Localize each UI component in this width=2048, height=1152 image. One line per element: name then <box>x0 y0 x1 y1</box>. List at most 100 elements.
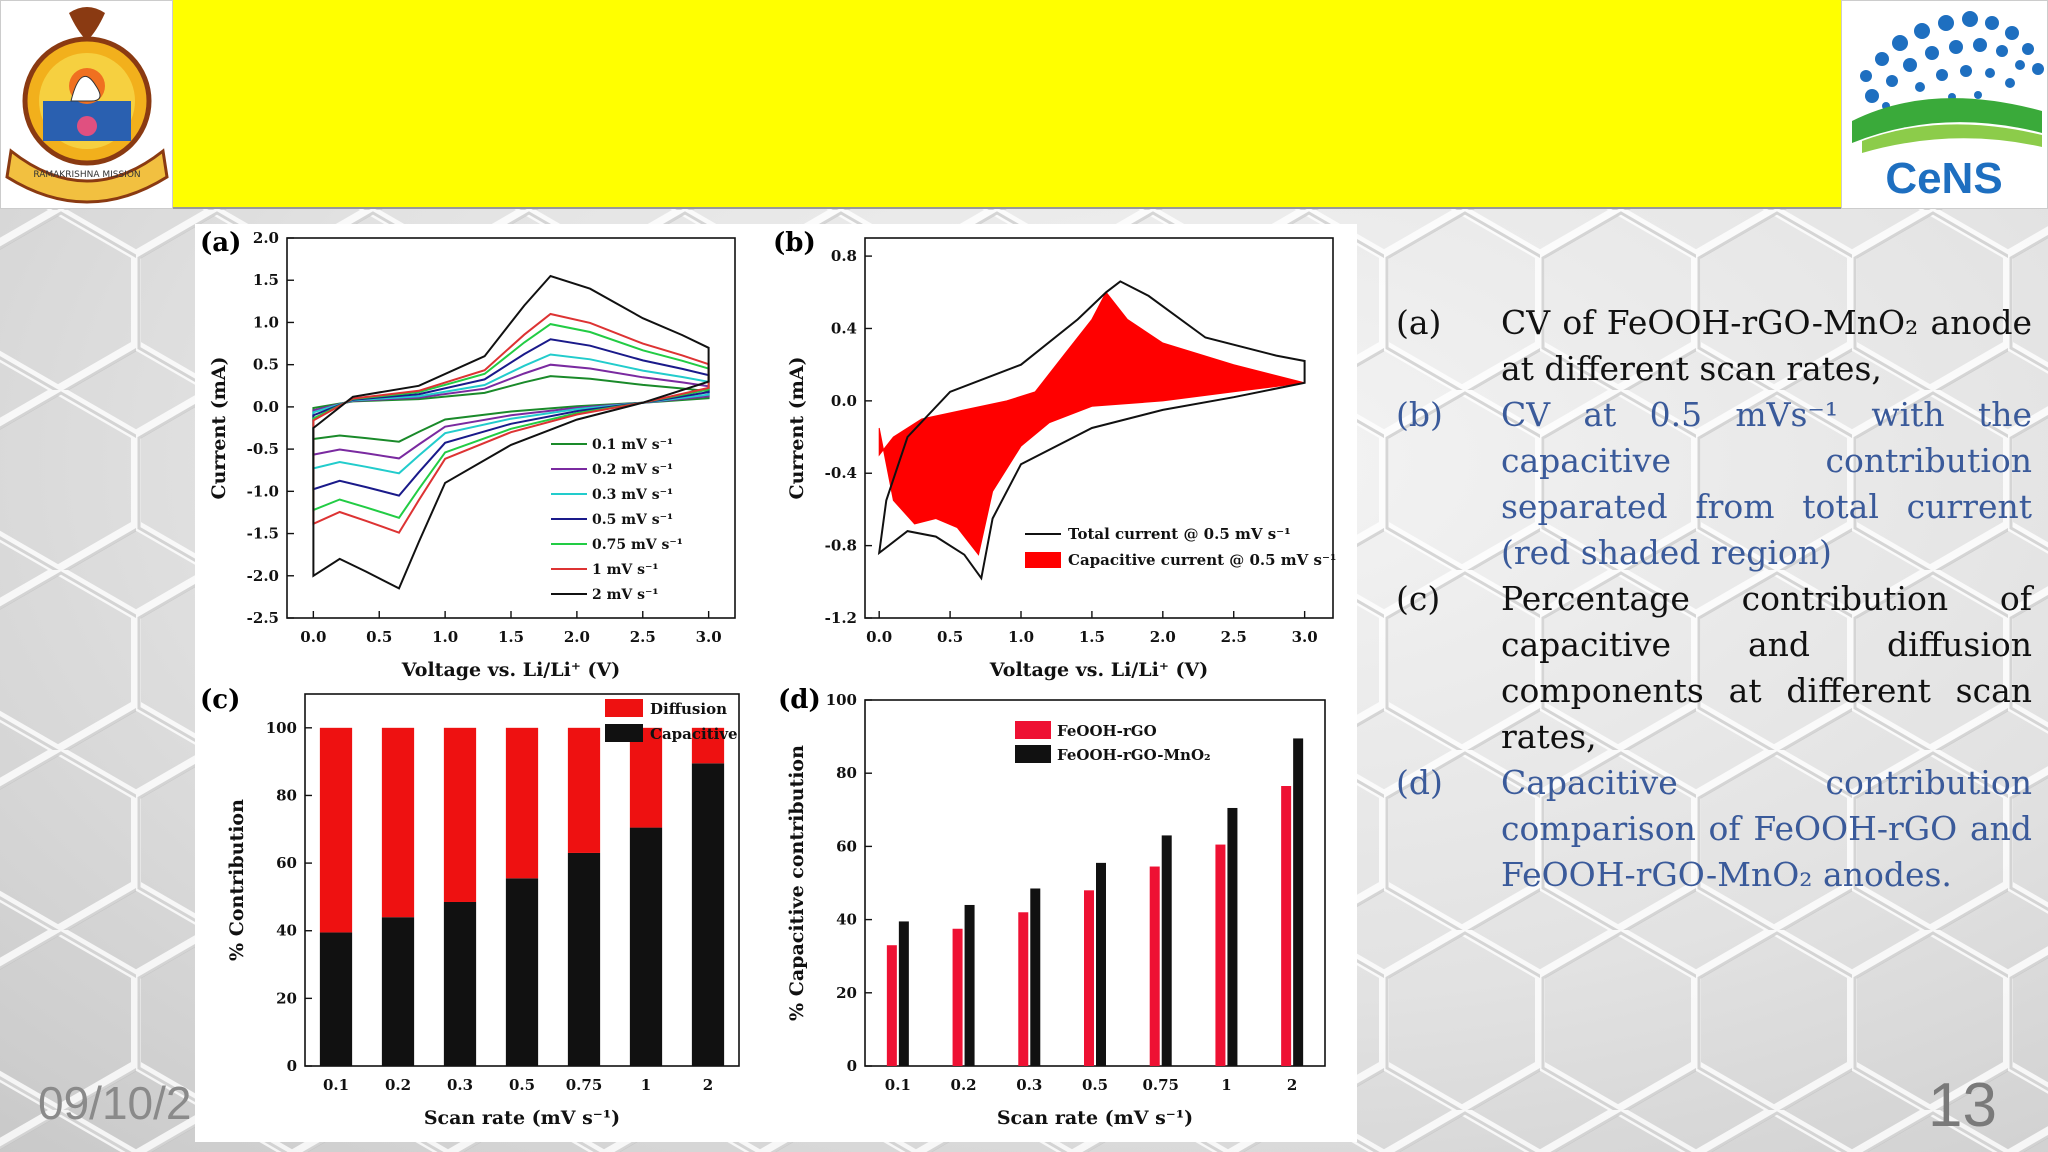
legend-label: Diffusion <box>650 700 727 718</box>
y-tick-label: -1.0 <box>247 482 279 500</box>
x-tick-label: 0.75 <box>566 1076 603 1094</box>
slide-page-number: 13 <box>1928 1071 1997 1140</box>
figure-svg: (a) (b) (c) (d) Voltage vs. Li/Li⁺ (V) Cu… <box>200 228 1336 1129</box>
y-tick-label: 0 <box>847 1057 857 1075</box>
x-tick-label: 1.0 <box>432 628 458 646</box>
y-tick-label: -2.0 <box>247 567 279 585</box>
x-tick-label: 2 <box>1287 1076 1297 1094</box>
x-tick-label: 0.5 <box>366 628 392 646</box>
y-axis-label: Current (mA) <box>208 356 230 499</box>
legend-label: 0.5 mV s⁻¹ <box>592 512 673 528</box>
x-tick-label: 2.5 <box>630 628 656 646</box>
stacked-bar-segment <box>567 727 601 853</box>
legend-label: Capacitive current @ 0.5 mV s⁻¹ <box>1068 551 1336 569</box>
x-axis-label: Voltage vs. Li/Li⁺ (V) <box>989 659 1208 681</box>
caption-text: CV at 0.5 mVs⁻¹ with the capacitive cont… <box>1501 395 2032 572</box>
x-tick-label: 0.3 <box>447 1076 473 1094</box>
caption-letter: (b) <box>1396 395 1443 434</box>
y-tick-label: 1.5 <box>253 271 279 289</box>
legend-swatch <box>605 724 643 742</box>
stacked-bar-segment <box>505 727 539 879</box>
y-tick-label: -1.2 <box>825 609 857 627</box>
x-axis-label: Scan rate (mV s⁻¹) <box>997 1107 1193 1129</box>
legend-label: 1 mV s⁻¹ <box>592 562 659 578</box>
y-tick-label: 20 <box>836 984 857 1002</box>
y-tick-label: 100 <box>266 719 297 737</box>
x-tick-label: 1 <box>1221 1076 1231 1094</box>
y-tick-label: 20 <box>276 989 297 1007</box>
y-tick-label: -0.8 <box>825 537 857 555</box>
cv-curve <box>312 312 710 534</box>
bar <box>964 904 975 1066</box>
stacked-bar-segment <box>505 878 539 1066</box>
y-tick-label: 100 <box>826 691 857 709</box>
y-tick-label: 40 <box>836 911 857 929</box>
caption-item-b: (b) CV at 0.5 mVs⁻¹ with the capacitive … <box>1396 392 2032 576</box>
stacked-bar-segment <box>567 852 601 1066</box>
plot-frame <box>864 237 1334 619</box>
x-tick-label: 0.5 <box>509 1076 535 1094</box>
x-tick-label: 2.5 <box>1221 628 1247 646</box>
dots-wave-logo-icon: CeNS <box>1852 11 2044 203</box>
y-tick-label: 0.0 <box>831 392 857 410</box>
x-tick-label: 1.5 <box>1079 628 1105 646</box>
y-tick-label: 0 <box>287 1057 297 1075</box>
panel-label-c: (c) <box>200 685 240 715</box>
caption-item-c: (c) Percentage contribution of capacitiv… <box>1396 576 2032 760</box>
legend-label: FeOOH-rGO <box>1057 722 1157 740</box>
legend-swatch <box>1015 721 1051 739</box>
chart-a-cv-scan-rates: Voltage vs. Li/Li⁺ (V) Current (mA) 2.0 1.5… <box>208 229 736 681</box>
figure-panel: (a) (b) (c) (d) Voltage vs. Li/Li⁺ (V) Cu… <box>195 224 1357 1142</box>
caption-letter: (d) <box>1396 763 1443 802</box>
x-tick-label: 3.0 <box>1292 628 1318 646</box>
legend-label: 0.75 mV s⁻¹ <box>592 537 683 553</box>
caption-letter: (c) <box>1396 579 1441 618</box>
cv-curve <box>312 323 710 519</box>
logo-left-text: RAMAKRISHNA MISSION <box>33 170 140 180</box>
bar <box>1215 844 1226 1066</box>
y-tick-label: 0.5 <box>253 356 279 374</box>
y-tick-label: 2.0 <box>253 229 279 247</box>
y-axis-label: % Contribution <box>226 799 248 961</box>
y-tick-label: -0.5 <box>247 440 279 458</box>
bar <box>1161 835 1172 1066</box>
bar <box>1096 862 1106 1066</box>
stacked-bar-segment <box>381 727 415 918</box>
stacked-bar-segment <box>381 917 415 1066</box>
y-axis-label: % Capacitive contribution <box>786 745 808 1021</box>
x-tick-label: 2.0 <box>564 628 590 646</box>
caption-text: CV of FeOOH-rGO-MnO₂ anode at different … <box>1501 303 2032 388</box>
stacked-bar-segment <box>319 932 353 1066</box>
legend-label: 0.2 mV s⁻¹ <box>592 462 673 478</box>
slide-header: RAMAKRISHNA MISSION CeNS <box>0 0 2048 210</box>
logo-right-text: CeNS <box>1885 154 2002 203</box>
y-tick-label: 60 <box>276 854 297 872</box>
y-tick-label: -0.4 <box>825 464 857 482</box>
caption-letter: (a) <box>1396 303 1442 342</box>
y-tick-label: 1.0 <box>253 313 279 331</box>
caption-item-d: (d) Capacitive contribution comparison o… <box>1396 760 2032 898</box>
bar <box>1084 890 1094 1066</box>
x-tick-label: 2.0 <box>1150 628 1176 646</box>
x-tick-label: 0.0 <box>866 628 892 646</box>
legend-label: 0.1 mV s⁻¹ <box>592 437 673 453</box>
ramakrishna-logo: RAMAKRISHNA MISSION <box>0 0 173 209</box>
panel-label-a: (a) <box>200 228 241 258</box>
capacitive-region <box>878 291 1305 556</box>
stacked-bar-segment <box>443 727 477 902</box>
x-tick-label: 0.1 <box>885 1076 911 1094</box>
y-tick-label: 80 <box>276 786 297 804</box>
caption-item-a: (a) CV of FeOOH-rGO-MnO₂ anode at differ… <box>1396 300 2032 392</box>
stacked-bar-segment <box>691 727 725 764</box>
x-tick-label: 0.3 <box>1016 1076 1042 1094</box>
y-tick-label: 80 <box>836 764 857 782</box>
caption-text: Capacitive contribution comparison of Fe… <box>1501 763 2032 894</box>
legend-swatch <box>1025 552 1061 568</box>
x-tick-label: 0.2 <box>951 1076 977 1094</box>
x-tick-label: 0.5 <box>937 628 963 646</box>
bar <box>1149 866 1160 1066</box>
y-tick-label: 60 <box>836 837 857 855</box>
chart-b-capacitive-cv: Voltage vs. Li/Li⁺ (V) Current (mA) 0.8 0.4… <box>786 237 1336 681</box>
stacked-bar-segment <box>629 827 663 1066</box>
x-tick-label: 0.2 <box>385 1076 411 1094</box>
